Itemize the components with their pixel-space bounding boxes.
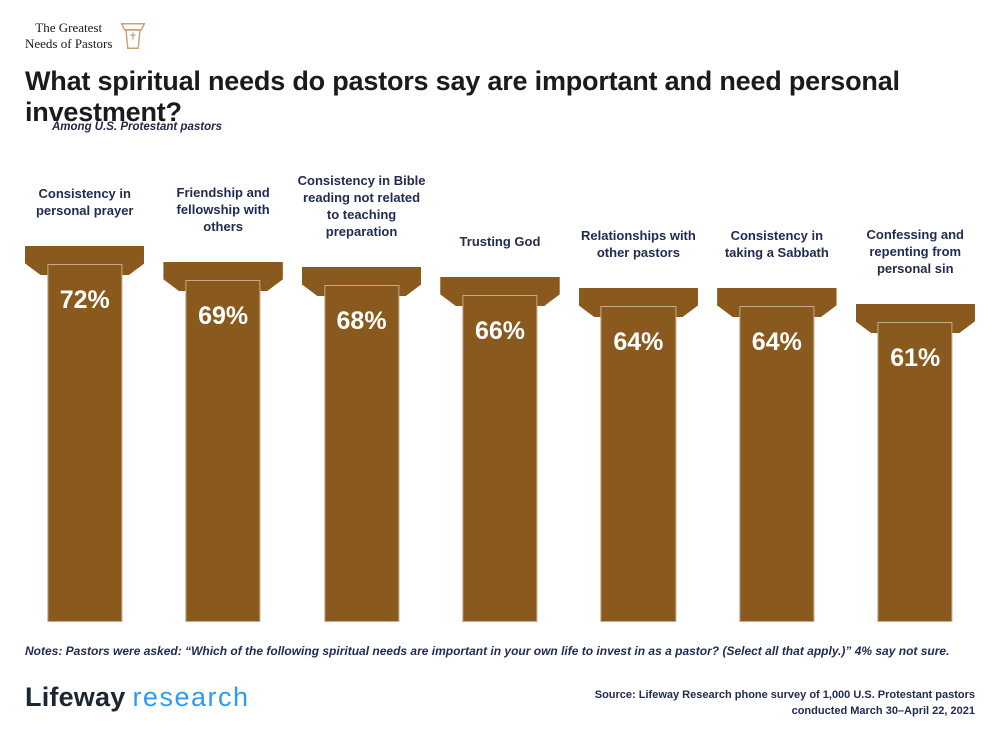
series-logo-line2: Needs of Pastors [25,35,113,51]
value-label: 72% [59,286,110,314]
value-label: 68% [336,307,387,335]
chart-column: Trusting God 66% [440,234,560,622]
pulpit-shaft [323,285,400,622]
pulpit-bar: 69% [163,262,283,622]
series-logo-line1: The Greatest [35,20,103,35]
chart-column: Consistency in Bible reading not related… [298,173,426,622]
chart-column: Friendship and fellowship with others 69… [163,185,283,622]
chart-column: Consistency in personal prayer 72% [25,186,145,622]
chart-column: Relationships with other pastors 64% [578,228,699,622]
pulpit-shaft [47,264,123,622]
category-label: Relationships with other pastors [580,228,696,261]
pulpit-bar: 64% [717,288,837,622]
pulpit-icon [120,22,146,49]
pulpit-shaft [185,280,261,622]
value-label: 64% [751,328,802,356]
pulpit-shaft [739,306,815,622]
chart-column: Consistency in taking a Sabbath 64% [717,228,837,622]
lifeway-research-logo: Lifeway research [25,682,249,713]
category-label: Friendship and fellowship with others [176,185,270,235]
pulpit-bar: 68% [301,267,422,622]
pulpit-shaft [600,306,677,622]
pulpit-bar: 61% [855,304,975,622]
brand-primary: Lifeway [25,682,126,712]
category-label: Consistency in Bible reading not related… [297,173,426,240]
source-attribution: Source: Lifeway Research phone survey of… [595,688,975,720]
category-label: Confessing and repenting from personal s… [866,227,964,277]
bar-chart: Consistency in personal prayer 72% Frien… [25,150,975,622]
source-line1: Source: Lifeway Research phone survey of… [594,689,975,701]
category-label: Consistency in personal prayer [35,186,134,219]
series-logo: The Greatest Needs of Pastors [25,20,147,51]
value-label: 69% [198,302,249,330]
pulpit-shaft [877,322,953,622]
pulpit-shaft [462,295,538,622]
pulpit-bar: 64% [578,288,699,622]
methodology-notes: Notes: Pastors were asked: “Which of the… [25,644,950,658]
page-subtitle: Among U.S. Protestant pastors [52,121,222,133]
value-label: 66% [474,317,525,345]
value-label: 64% [613,328,664,356]
source-line2: conducted March 30–April 22, 2021 [791,704,975,717]
value-label: 61% [890,344,941,372]
page-title: What spiritual needs do pastors say are … [25,66,900,127]
category-label: Consistency in taking a Sabbath [724,228,829,261]
pulpit-bar: 72% [25,246,145,622]
brand-secondary: research [132,682,250,712]
series-logo-text: The Greatest Needs of Pastors [25,20,112,51]
category-label: Trusting God [459,234,541,250]
chart-column: Confessing and repenting from personal s… [855,227,975,622]
pulpit-bar: 66% [440,277,560,622]
